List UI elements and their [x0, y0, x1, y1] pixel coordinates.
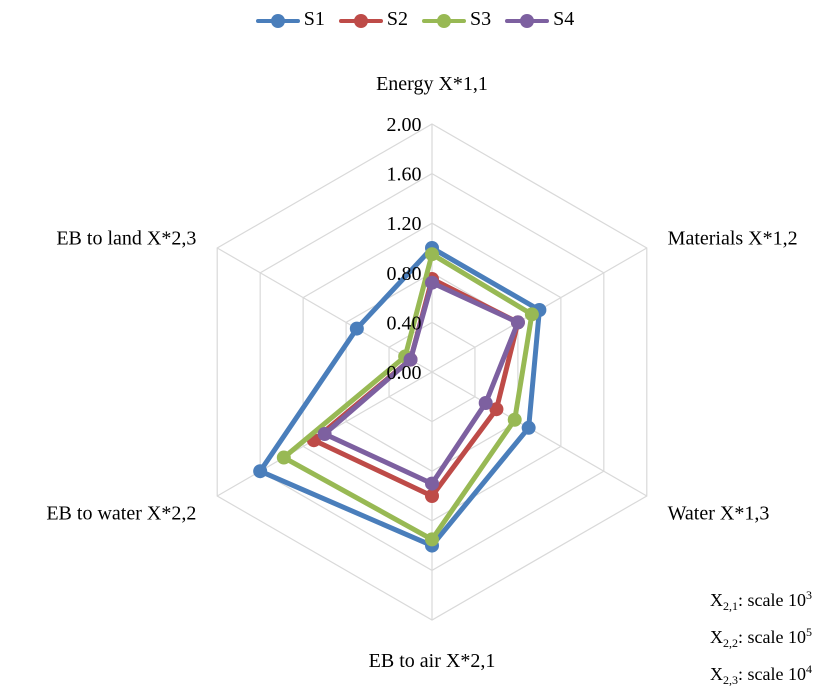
data-point-s2 — [489, 402, 504, 417]
legend-label-s2: S2 — [386, 8, 408, 30]
data-point-s3 — [507, 412, 522, 427]
data-point-s3 — [425, 532, 439, 547]
data-point-s1 — [521, 420, 536, 435]
data-point-s3 — [524, 307, 539, 322]
legend-swatch-s4 — [505, 10, 550, 30]
data-point-s2 — [425, 489, 439, 503]
legend-swatch-s3 — [422, 10, 466, 30]
tick-label: 1.20 — [387, 213, 422, 235]
axis-label: Water X*1,3 — [668, 502, 770, 524]
data-point-s1 — [253, 464, 268, 479]
tick-label: 1.60 — [387, 164, 422, 186]
legend-label-s1: S1 — [303, 8, 325, 30]
data-point-s4 — [510, 315, 525, 330]
axis-label: EB to air X*2,1 — [369, 650, 496, 672]
legend-swatch-s2 — [338, 10, 383, 30]
legend-label-s4: S4 — [553, 8, 575, 30]
tick-label: 0.00 — [387, 362, 422, 384]
axis-label: Materials X*1,2 — [668, 228, 798, 250]
tick-label: 2.00 — [387, 114, 422, 136]
legend: S1 S2 S3 S4 — [0, 8, 830, 31]
data-point-s4 — [425, 476, 439, 491]
legend-item-s4: S4 — [505, 8, 574, 31]
radial-tick-labels: 0.00 0.40 0.80 1.20 1.60 2.00 — [387, 114, 422, 384]
series-layer — [253, 241, 547, 553]
axis-label: Energy X*1,1 — [376, 73, 488, 95]
scale-note: X2,1: scale 103 — [710, 588, 812, 613]
scale-notes: X2,1: scale 103 X2,2: scale 105 X2,3: sc… — [710, 582, 812, 693]
legend-label-s3: S3 — [470, 8, 492, 30]
tick-label: 0.40 — [387, 312, 422, 334]
legend-swatch-s1 — [255, 10, 300, 30]
radar-chart: Energy X*1,1 Materials X*1,2 Water X*1,3 EB… — [46, 73, 797, 672]
data-point-s3 — [276, 450, 291, 465]
legend-item-s3: S3 — [422, 8, 491, 31]
axis-label: EB to water X*2,2 — [46, 502, 196, 524]
data-point-s4 — [425, 275, 439, 290]
grid-spoke — [216, 247, 433, 373]
axis-labels: Energy X*1,1 Materials X*1,2 Water X*1,3 EB… — [46, 73, 797, 672]
grid-spoke — [431, 371, 648, 497]
legend-item-s2: S2 — [338, 8, 408, 31]
data-point-s4 — [403, 352, 418, 367]
data-point-s4 — [317, 427, 332, 441]
data-point-s1 — [349, 321, 364, 336]
scale-note: X2,2: scale 105 — [710, 625, 812, 650]
scale-note: X2,3: scale 104 — [710, 662, 812, 687]
data-point-s3 — [425, 247, 439, 262]
axis-label: EB to land X*2,3 — [56, 228, 196, 250]
legend-item-s1: S1 — [255, 8, 325, 31]
tick-label: 0.80 — [387, 263, 422, 285]
data-point-s4 — [478, 396, 493, 410]
